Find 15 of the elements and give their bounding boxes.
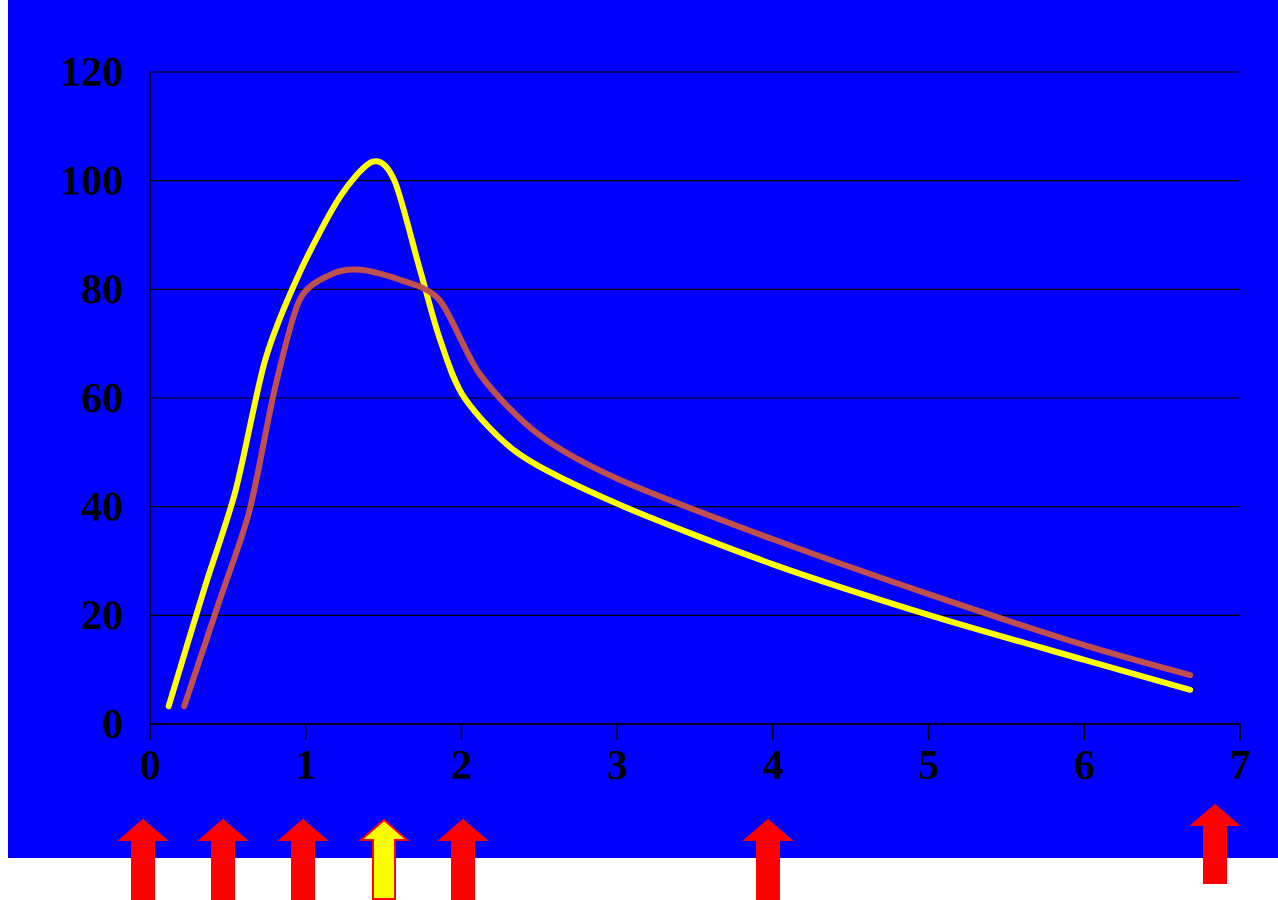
- x-tick-label: 1: [298, 751, 315, 779]
- y-tick-label: 40: [81, 492, 122, 521]
- y-tick-label: 0: [103, 709, 122, 739]
- x-tick-label: 2: [452, 751, 471, 779]
- x-tick-label: 3: [608, 751, 627, 780]
- x-tick-label: 5: [919, 751, 938, 779]
- x-tick-label: 7: [1231, 751, 1250, 779]
- y-tick-label: 120: [63, 57, 122, 87]
- y-tick-label: 100: [63, 166, 122, 195]
- x-tick-label: 4: [762, 751, 783, 779]
- y-tick-label: 20: [82, 601, 122, 630]
- x-tick-label: 6: [1075, 751, 1094, 780]
- x-tick-label: 0: [141, 751, 159, 780]
- y-tick-label: 60: [82, 383, 122, 413]
- y-tick-label: 80: [82, 275, 122, 304]
